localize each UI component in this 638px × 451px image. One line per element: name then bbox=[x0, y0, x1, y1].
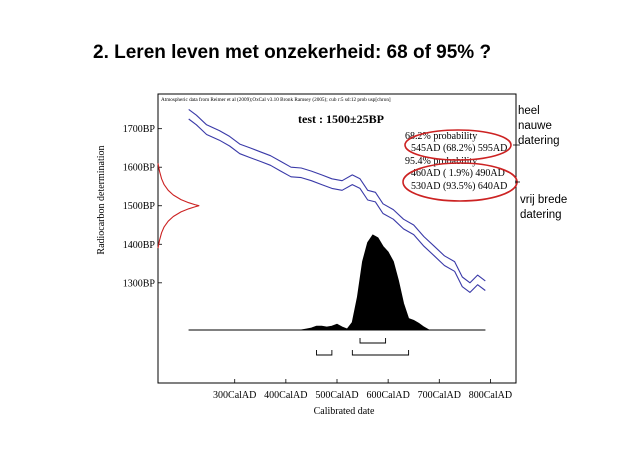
slide-title: 2. Leren leven met onzekerheid: 68 of 95… bbox=[93, 42, 492, 63]
range-bracket bbox=[359, 338, 387, 344]
radiocarbon-gaussian-line bbox=[157, 163, 200, 249]
chart-header: Atmospheric data from Reimer et al (2009… bbox=[161, 96, 391, 103]
y-tick-label: 1700BP bbox=[123, 124, 156, 135]
x-tick-label: 400CalAD bbox=[264, 390, 307, 401]
calibration-curve-line bbox=[188, 118, 486, 293]
calibration-curve-line bbox=[188, 108, 486, 284]
x-tick-label: 300CalAD bbox=[213, 390, 256, 401]
range-bracket bbox=[316, 350, 333, 356]
x-tick-label: 800CalAD bbox=[469, 390, 512, 401]
probability-ranges: 68.2% probability 545AD (68.2%) 595AD 95… bbox=[405, 131, 507, 192]
note-line: heel bbox=[518, 105, 540, 117]
y-axis-label: Radiocarbon determination bbox=[96, 145, 107, 254]
y-tick-label: 1400BP bbox=[123, 240, 156, 251]
probability-density-area bbox=[188, 234, 486, 331]
x-tick-label: 700CalAD bbox=[418, 390, 461, 401]
range-line: 545AD (68.2%) 595AD bbox=[411, 143, 507, 154]
x-tick-label: 600CalAD bbox=[366, 390, 409, 401]
x-tick-label: 500CalAD bbox=[315, 390, 358, 401]
highlight-ellipse-68 bbox=[404, 129, 512, 161]
y-tick-label: 1600BP bbox=[123, 163, 156, 174]
range-line: 530AD (93.5%) 640AD bbox=[411, 181, 507, 192]
range-line: 68.2% probability bbox=[405, 131, 477, 142]
note-broad: vrij brede datering bbox=[520, 193, 590, 223]
range-line: 95.4% probability bbox=[405, 156, 477, 167]
note-narrow: heel nauwe datering bbox=[518, 104, 578, 149]
y-tick-label: 1500BP bbox=[123, 201, 156, 212]
note-line: nauwe bbox=[518, 120, 552, 132]
note-line: datering bbox=[518, 135, 560, 147]
range-line: 460AD ( 1.9%) 490AD bbox=[411, 168, 505, 179]
note-line: datering bbox=[520, 209, 562, 221]
range-bracket bbox=[351, 350, 410, 356]
x-axis-label: Calibrated date bbox=[314, 406, 375, 417]
sample-label: test : 1500±25BP bbox=[298, 112, 384, 126]
note-line: vrij brede bbox=[520, 194, 568, 206]
y-tick-label: 1300BP bbox=[123, 278, 156, 289]
